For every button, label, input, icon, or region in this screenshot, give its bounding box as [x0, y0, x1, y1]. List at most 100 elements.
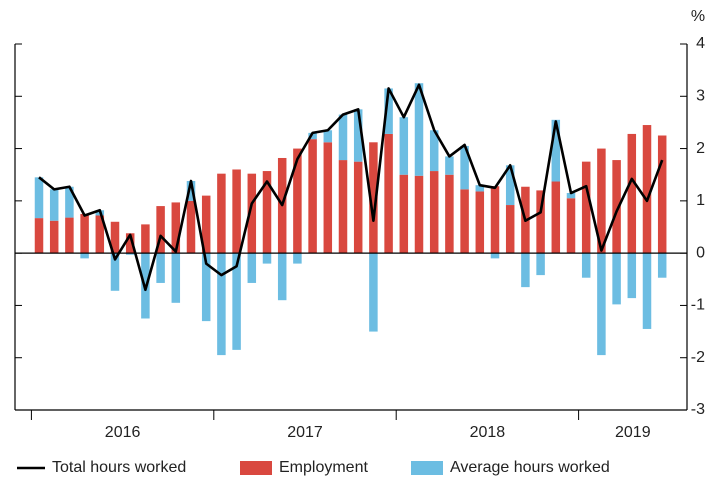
bar	[80, 253, 89, 259]
bar	[414, 83, 424, 176]
bar	[429, 130, 439, 172]
legend-swatch	[240, 461, 272, 475]
bar	[627, 253, 637, 299]
bar	[95, 215, 105, 254]
bar	[201, 195, 211, 254]
bar	[460, 189, 469, 254]
bar	[475, 185, 485, 192]
bar	[566, 193, 576, 199]
bar	[217, 173, 226, 254]
bar	[505, 205, 515, 254]
bar	[399, 117, 409, 175]
y-tick-label: 1	[696, 192, 705, 209]
bar	[597, 148, 606, 254]
bar	[110, 221, 120, 254]
bar	[125, 233, 135, 254]
unit-label: %	[691, 8, 705, 25]
y-tick-label: 4	[696, 35, 705, 52]
bar	[141, 224, 150, 254]
bar	[186, 180, 196, 201]
line	[38, 83, 664, 292]
bar	[657, 253, 667, 278]
bar	[460, 145, 469, 190]
bar	[429, 171, 439, 254]
bar	[186, 200, 196, 254]
legend-swatch	[411, 461, 443, 475]
y-tick-label: -1	[691, 297, 705, 314]
bar	[171, 253, 181, 303]
y-tick-label: -3	[691, 401, 705, 418]
bar	[338, 160, 348, 254]
bar	[445, 156, 454, 175]
bar	[338, 114, 348, 161]
bar	[581, 253, 591, 278]
bar	[490, 253, 500, 259]
bar	[490, 186, 500, 254]
bar	[566, 198, 576, 254]
bar	[505, 165, 515, 206]
bar	[262, 171, 272, 254]
bar	[369, 253, 378, 332]
bar	[551, 181, 561, 254]
bar	[384, 88, 393, 134]
bar	[247, 253, 257, 283]
bar	[597, 253, 606, 356]
bar	[399, 174, 409, 254]
bar	[657, 135, 667, 254]
bar	[308, 139, 317, 254]
bar	[217, 253, 226, 356]
bar	[308, 132, 317, 140]
bar	[65, 186, 74, 218]
bar	[536, 253, 545, 276]
bar	[581, 161, 591, 254]
x-tick-label: 2017	[287, 424, 323, 441]
bar	[521, 253, 530, 288]
bar	[475, 191, 485, 254]
x-tick-label: 2016	[105, 424, 141, 441]
bar	[612, 160, 621, 254]
legend-label: Employment	[279, 459, 368, 476]
bar	[232, 169, 241, 254]
bar	[369, 142, 378, 254]
bar	[445, 174, 454, 254]
bar	[384, 133, 393, 254]
bar	[627, 133, 637, 254]
bar	[262, 253, 272, 264]
bar	[277, 253, 287, 301]
bar	[156, 253, 165, 283]
bar	[293, 253, 302, 264]
y-tick-label: -2	[691, 349, 705, 366]
bar	[323, 142, 333, 254]
bar	[642, 125, 652, 254]
bar	[536, 190, 545, 254]
bar	[551, 119, 561, 182]
bar	[34, 177, 44, 219]
bar	[80, 213, 89, 254]
bar	[125, 253, 135, 255]
bar	[414, 175, 424, 254]
x-tick-label: 2018	[470, 424, 506, 441]
bar	[65, 217, 74, 254]
bar	[156, 206, 165, 254]
bar	[34, 218, 44, 254]
bar	[293, 148, 302, 254]
bar	[353, 161, 363, 254]
legend-label: Total hours worked	[52, 459, 186, 476]
bar	[110, 253, 120, 291]
bar	[232, 253, 241, 350]
bar	[353, 109, 363, 162]
bar	[642, 253, 652, 329]
legend-label: Average hours worked	[450, 459, 610, 476]
bar	[201, 253, 211, 322]
bar	[171, 202, 181, 254]
bar	[49, 220, 59, 254]
x-tick-label: 2019	[615, 424, 651, 441]
y-tick-label: 0	[696, 244, 705, 261]
bar	[247, 173, 257, 254]
y-tick-label: 3	[696, 88, 705, 105]
bar	[49, 189, 59, 221]
y-tick-label: 2	[696, 140, 705, 157]
bar	[323, 130, 333, 143]
bar	[612, 253, 621, 305]
